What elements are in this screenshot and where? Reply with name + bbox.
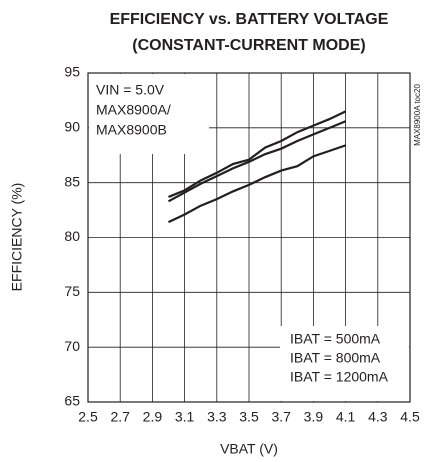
legend-entry: IBAT = 1200mA <box>290 369 389 385</box>
line <box>167 120 347 203</box>
legend-box <box>280 326 409 401</box>
annotation-box <box>89 74 209 154</box>
y-tick-label: 80 <box>64 228 80 244</box>
x-tick-label: 3.1 <box>175 409 195 425</box>
y-axis-label: EFFICIENCY (%) <box>9 183 25 292</box>
legend-entry: IBAT = 800mA <box>290 350 381 366</box>
x-tick-label: 4.1 <box>336 409 356 425</box>
plot-frame <box>87 72 411 403</box>
annotation: VIN = 5.0V <box>96 82 165 98</box>
y-tick-label: 85 <box>64 173 80 189</box>
legend-entry: IBAT = 500mA <box>290 331 381 347</box>
x-tick-label: 2.5 <box>78 409 98 425</box>
x-tick-label: 3.7 <box>271 409 291 425</box>
line <box>168 110 347 198</box>
x-tick-label: 3.9 <box>304 409 324 425</box>
y-tick-label: 70 <box>64 338 80 354</box>
y-tick-label: 95 <box>64 64 80 80</box>
annotation: MAX8900B <box>96 122 167 138</box>
y-tick-label: 75 <box>64 283 80 299</box>
line <box>168 144 346 224</box>
x-tick-label: 2.7 <box>110 409 130 425</box>
x-tick-label: 3.5 <box>239 409 259 425</box>
chart-title: (CONSTANT-CURRENT MODE) <box>132 37 365 54</box>
x-axis-label: VBAT (V) <box>220 441 278 457</box>
x-tick-label: 4.3 <box>368 409 388 425</box>
x-tick-label: 2.9 <box>143 409 163 425</box>
side-note: MAX8900A toc20 <box>413 84 422 146</box>
x-tick-label: 4.5 <box>400 409 420 425</box>
annotation: MAX8900A/ <box>96 102 171 118</box>
y-tick-label: 65 <box>64 393 80 409</box>
y-tick-label: 90 <box>64 119 80 135</box>
chart-title: EFFICIENCY vs. BATTERY VOLTAGE <box>110 11 389 28</box>
x-tick-label: 3.3 <box>207 409 227 425</box>
